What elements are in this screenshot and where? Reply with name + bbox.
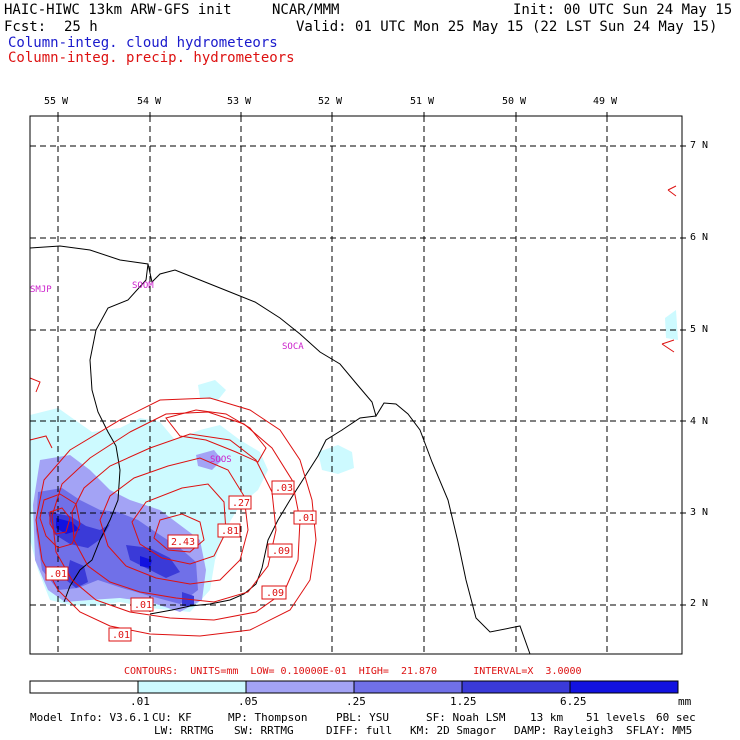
colorbar-units: mm xyxy=(678,695,692,708)
fcst-value: 25 h xyxy=(64,19,98,35)
lon-label: 55 W xyxy=(44,96,69,107)
contour-value: .03 xyxy=(275,483,293,494)
resolution: 13 km xyxy=(530,711,564,724)
contour-value: .09 xyxy=(266,588,284,599)
lat-label: 7 N xyxy=(690,140,709,151)
sf-scheme: SF: Noah LSM xyxy=(426,711,506,724)
colorbar-tick: .05 xyxy=(238,695,258,708)
contour-label-boxes xyxy=(45,480,317,642)
pbl-scheme: PBL: YSU xyxy=(336,711,389,724)
colorbar-tick: 6.25 xyxy=(560,695,587,708)
contour-labels: .03 .01 .27 .81 2.43 .09 .09 .01 .01 .01 xyxy=(49,483,315,641)
fcst-label: Fcst: xyxy=(4,19,47,35)
init-time: Init: 00 UTC Sun 24 May 15 xyxy=(513,2,733,18)
field-cloud-label: Column-integ. cloud hydrometeors xyxy=(8,35,278,51)
station-soos: SOOS xyxy=(210,455,232,465)
station-labels: SMJP SOOM SOCA SOOS xyxy=(30,281,304,465)
lon-label: 52 W xyxy=(318,96,343,107)
damp-scheme: DAMP: Rayleigh3 xyxy=(514,724,614,737)
colorbar xyxy=(29,680,679,694)
contour-value: 2.43 xyxy=(171,537,195,548)
station-soom: SOOM xyxy=(132,281,154,291)
lat-label: 4 N xyxy=(690,416,709,427)
contour-value: .01 xyxy=(112,630,130,641)
mp-scheme: MP: Thompson xyxy=(228,711,308,724)
lat-label: 5 N xyxy=(690,324,709,335)
station-smjp: SMJP xyxy=(30,285,52,295)
cu-scheme: CU: KF xyxy=(152,711,192,724)
contour-value: .81 xyxy=(221,526,239,537)
contour-value: .01 xyxy=(49,569,67,580)
sw-scheme: SW: RRTMG xyxy=(234,724,294,737)
precip-contours xyxy=(29,185,677,637)
contours-info: CONTOURS: UNITS=mm LOW= 0.10000E-01 HIGH… xyxy=(124,666,582,677)
timestep: 60 sec xyxy=(656,711,696,724)
diff-scheme: DIFF: full xyxy=(326,724,393,737)
contour-value: .27 xyxy=(232,498,250,509)
field-precip-label: Column-integ. precip. hydrometeors xyxy=(8,50,295,66)
km-scheme: KM: 2D Smagor xyxy=(410,724,497,737)
lat-label: 3 N xyxy=(690,507,709,518)
colorbar-tick: .25 xyxy=(346,695,366,708)
sflay-scheme: SFLAY: MM5 xyxy=(626,724,693,737)
contour-value: .09 xyxy=(272,546,290,557)
lon-label: 53 W xyxy=(227,96,252,107)
valid-time: Valid: 01 UTC Mon 25 May 15 (22 LST Sun … xyxy=(296,19,718,35)
colorbar-tick: 1.25 xyxy=(450,695,477,708)
lon-label: 50 W xyxy=(502,96,527,107)
lon-label: 51 W xyxy=(410,96,435,107)
colorbar-tick: .01 xyxy=(130,695,150,708)
org-label: NCAR/MMM xyxy=(272,2,340,18)
model-title: HAIC-HIWC 13km ARW-GFS init xyxy=(4,2,232,18)
lon-label: 49 W xyxy=(593,96,618,107)
map-frame xyxy=(29,115,683,655)
model-info: Model Info: V3.6.1 xyxy=(30,711,150,724)
lat-label: 6 N xyxy=(690,232,709,243)
contour-value: .01 xyxy=(134,600,152,611)
lat-label: 2 N xyxy=(690,598,709,609)
levels: 51 levels xyxy=(586,711,646,724)
station-soca: SOCA xyxy=(282,342,304,352)
contour-value: .01 xyxy=(297,513,315,524)
lw-scheme: LW: RRTMG xyxy=(154,724,214,737)
coastline xyxy=(29,245,531,655)
lon-label: 54 W xyxy=(137,96,162,107)
